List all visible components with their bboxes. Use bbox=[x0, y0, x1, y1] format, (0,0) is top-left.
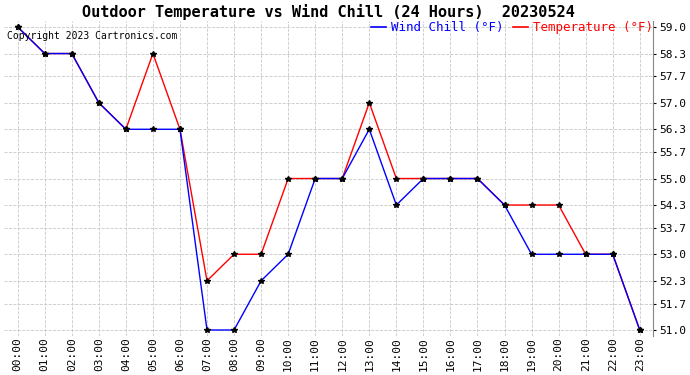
Legend: Wind Chill (°F), Temperature (°F): Wind Chill (°F), Temperature (°F) bbox=[371, 21, 653, 34]
Title: Outdoor Temperature vs Wind Chill (24 Hours)  20230524: Outdoor Temperature vs Wind Chill (24 Ho… bbox=[82, 4, 575, 20]
Text: Copyright 2023 Cartronics.com: Copyright 2023 Cartronics.com bbox=[8, 31, 178, 41]
